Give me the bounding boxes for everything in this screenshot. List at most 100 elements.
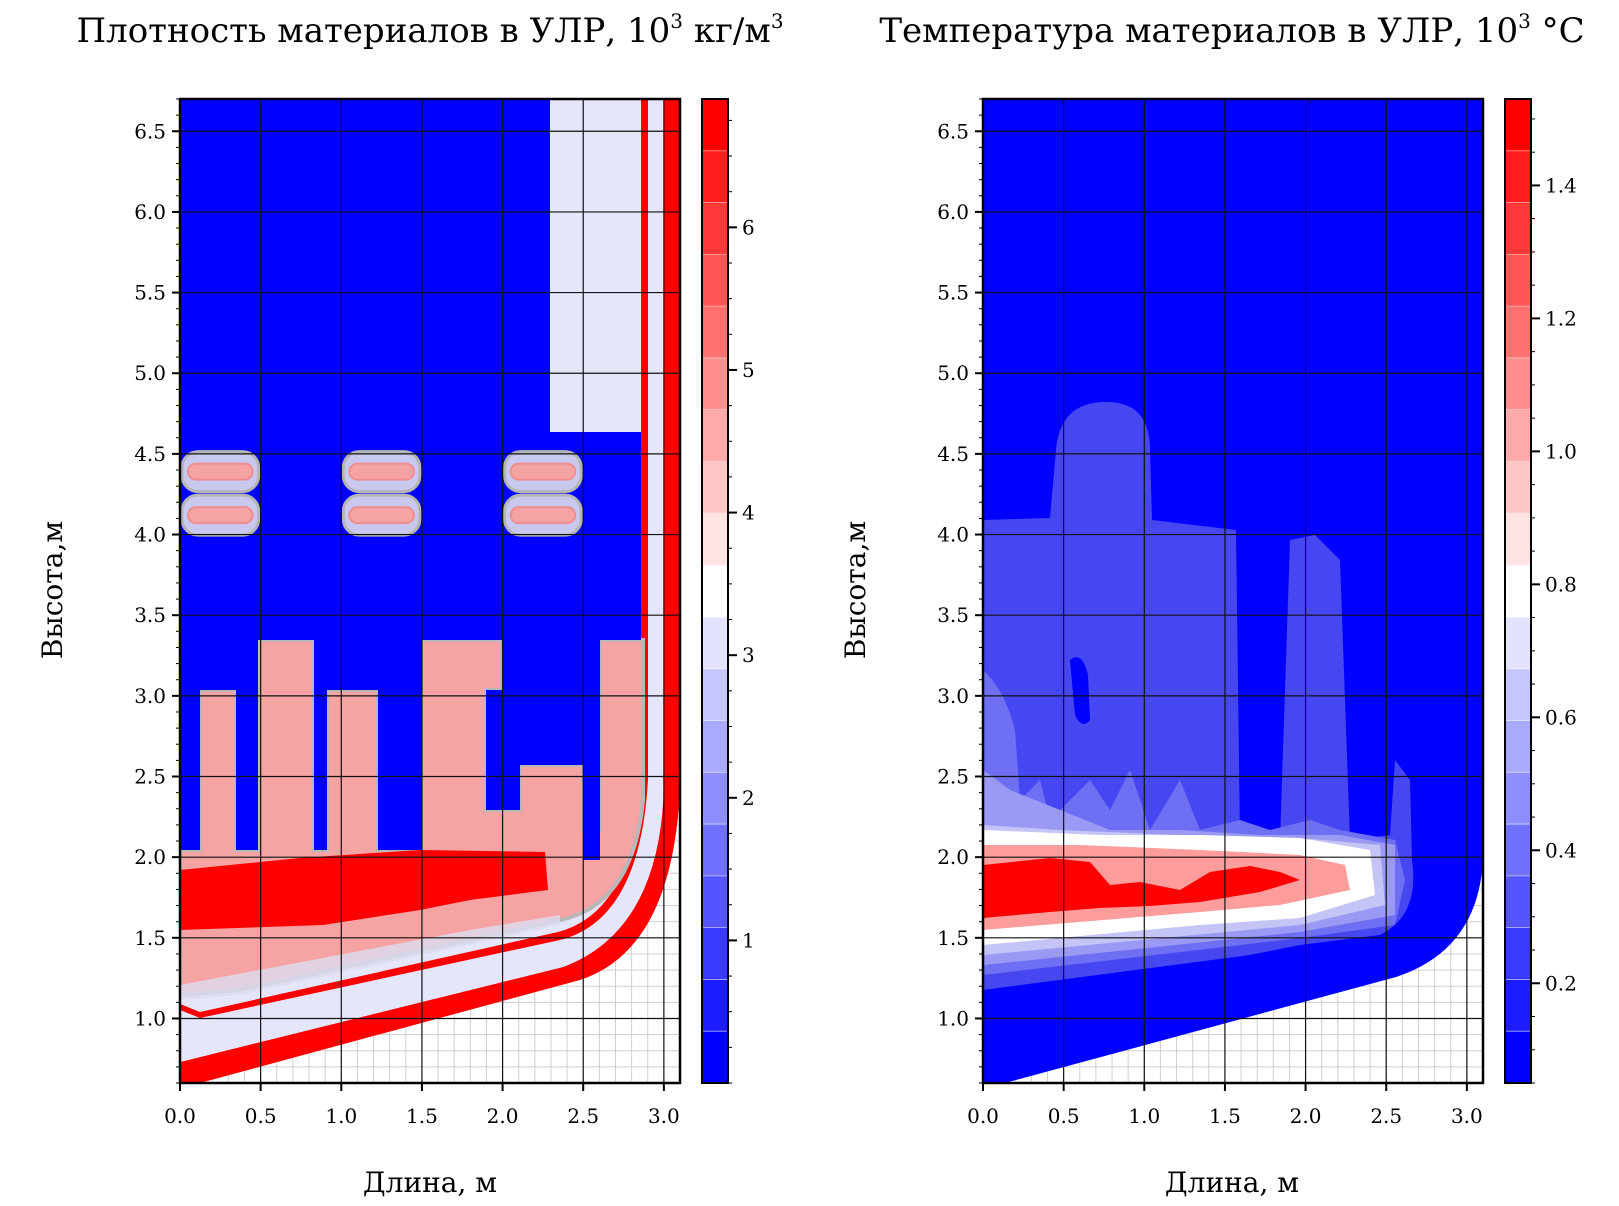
- density-ytick-label: 4.5: [134, 442, 166, 466]
- temperature-colorbar-band: [1505, 357, 1531, 411]
- density-ytick-label: 6.0: [134, 200, 166, 224]
- temperature-ylabel: Высота,м: [839, 521, 872, 659]
- density-ytick-label: 1.5: [134, 926, 166, 950]
- temperature-ytick-label: 4.5: [937, 442, 969, 466]
- temperature-ytick-label: 2.5: [937, 765, 969, 789]
- density-ytick-label: 5.5: [134, 281, 166, 305]
- density-colorbar-tick-label: 3: [742, 643, 755, 667]
- temperature-colorbar-band: [1505, 1031, 1531, 1084]
- density-xtick-label: 1.5: [406, 1104, 438, 1128]
- temperature-colorbar-band: [1505, 461, 1531, 514]
- temperature-xtick-label: 1.0: [1128, 1104, 1160, 1128]
- temperature-colorbar-tick-label: 1.0: [1545, 439, 1577, 463]
- density-ytick-label: 4.0: [134, 523, 166, 547]
- density-colorbar-band: [702, 565, 728, 618]
- density-colorbar-band: [702, 306, 728, 359]
- density-xtick-label: 0.5: [245, 1104, 277, 1128]
- density-colorbar-tick-label: 2: [742, 786, 755, 810]
- density-chart: Плотность материалов в УЛР, 103 кг/м3: [36, 9, 784, 1199]
- temperature-colorbar-band: [1505, 202, 1531, 255]
- density-colorbar-tick-label: 6: [742, 215, 755, 239]
- temperature-xtick-label: 1.5: [1209, 1104, 1241, 1128]
- temperature-xlabel: Длина, м: [1165, 1166, 1299, 1199]
- temperature-colorbar-tick-label: 0.8: [1545, 572, 1577, 596]
- density-colorbar-band: [702, 150, 728, 204]
- density-xtick-label: 0.0: [164, 1104, 196, 1128]
- density-ylabel: Высота,м: [36, 521, 69, 659]
- temperature-colorbar-band: [1505, 254, 1531, 307]
- temperature-ytick-label: 5.0: [937, 361, 969, 385]
- temperature-colorbar-band: [1505, 772, 1531, 825]
- temperature-colorbar-band: [1505, 875, 1531, 929]
- temperature-colorbar-band: [1505, 668, 1531, 721]
- density-xtick-label: 3.0: [648, 1104, 680, 1128]
- density-colorbar-tick-label: 5: [742, 358, 755, 382]
- density-column: [550, 99, 641, 432]
- temperature-colorbar-tick-label: 1.4: [1545, 173, 1577, 197]
- temperature-colorbar-band: [1505, 927, 1531, 980]
- density-xlabel: Длина, м: [363, 1166, 497, 1199]
- density-colorbar-band: [702, 979, 728, 1032]
- density-rods: [180, 450, 583, 537]
- temperature-ytick-label: 3.5: [937, 603, 969, 627]
- temperature-colorbar-band: [1505, 306, 1531, 359]
- temperature-ytick-label: 6.0: [937, 200, 969, 224]
- temperature-plot-frame: [981, 97, 1485, 1085]
- density-colorbar-band: [702, 357, 728, 411]
- density-ytick-label: 5.0: [134, 361, 166, 385]
- density-colorbar-tick-label: 4: [742, 501, 755, 525]
- density-colorbar-band: [702, 616, 728, 670]
- density-colorbar-band: [702, 409, 728, 463]
- temperature-ytick-label: 3.0: [937, 684, 969, 708]
- temperature-xtick-label: 2.5: [1370, 1104, 1402, 1128]
- temperature-chart-title: Температура материалов в УЛР, 103 °C: [879, 9, 1584, 51]
- density-colorbar-band: [702, 772, 728, 825]
- temperature-colorbar-band: [1505, 616, 1531, 670]
- density-ytick-label: 2.0: [134, 845, 166, 869]
- temperature-colorbar-band: [1505, 99, 1531, 152]
- temperature-ytick-label: 6.5: [937, 119, 969, 143]
- temperature-ytick-label: 1.0: [937, 1006, 969, 1030]
- temperature-colorbar-band: [1505, 409, 1531, 463]
- density-plot-area: [180, 99, 680, 1083]
- temperature-colorbar-band: [1505, 720, 1531, 773]
- density-colorbar-band: [702, 927, 728, 980]
- temperature-colorbar-band: [1505, 150, 1531, 204]
- temperature-ytick-label: 1.5: [937, 926, 969, 950]
- density-ytick-label: 6.5: [134, 119, 166, 143]
- temperature-colorbar: 0.2 0.4 0.6 0.8 1.0 1.2 1.4: [1504, 98, 1577, 1084]
- density-xtick-label: 2.0: [487, 1104, 519, 1128]
- density-colorbar-band: [702, 99, 728, 152]
- temperature-xtick-label: 2.0: [1290, 1104, 1322, 1128]
- density-chart-title: Плотность материалов в УЛР, 103 кг/м3: [76, 9, 783, 51]
- density-ytick-label: 2.5: [134, 765, 166, 789]
- density-colorbar-band: [702, 668, 728, 721]
- density-colorbar-band: [702, 513, 728, 566]
- temperature-ytick-label: 5.5: [937, 281, 969, 305]
- temperature-xtick-label: 3.0: [1451, 1104, 1483, 1128]
- temperature-colorbar-band: [1505, 979, 1531, 1032]
- temperature-colorbar-tick-label: 0.6: [1545, 705, 1577, 729]
- temperature-colorbar-tick-label: 0.4: [1545, 838, 1577, 862]
- density-ytick-label: 1.0: [134, 1006, 166, 1030]
- density-colorbar-band: [702, 875, 728, 929]
- density-colorbar-band: [702, 720, 728, 773]
- temperature-plot-area: [983, 99, 1483, 1083]
- temperature-xtick-label: 0.5: [1048, 1104, 1080, 1128]
- density-ytick-label: 3.0: [134, 684, 166, 708]
- temperature-ytick-label: 2.0: [937, 845, 969, 869]
- temperature-colorbar-band: [1505, 824, 1531, 877]
- density-colorbar-band: [702, 254, 728, 307]
- temperature-colorbar-tick-label: 1.2: [1545, 306, 1577, 330]
- density-colorbar: 1 2 3 4 5 6: [701, 98, 755, 1084]
- density-colorbar-band: [702, 461, 728, 514]
- temperature-colorbar-band: [1505, 565, 1531, 618]
- density-colorbar-tick-label: 1: [742, 928, 755, 952]
- temperature-ytick-label: 4.0: [937, 523, 969, 547]
- temperature-chart: Температура материалов в УЛР, 103 °C 0.0…: [839, 9, 1585, 1199]
- temperature-peak: [983, 858, 1300, 918]
- density-colorbar-band: [702, 202, 728, 255]
- temperature-xtick-label: 0.0: [967, 1104, 999, 1128]
- density-red-layer: [180, 850, 548, 930]
